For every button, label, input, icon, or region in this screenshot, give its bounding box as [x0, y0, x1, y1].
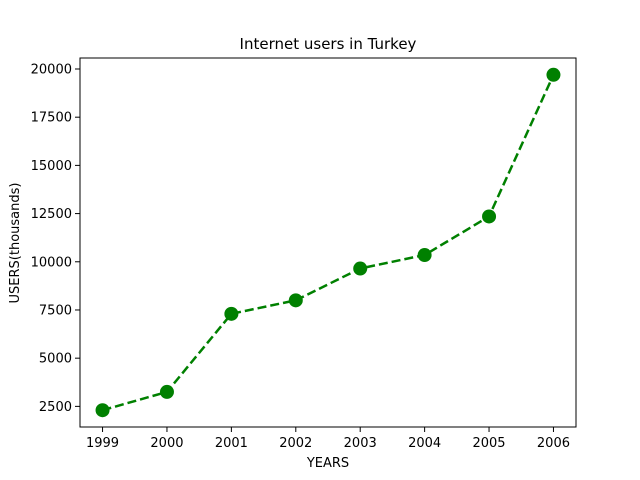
- x-tick-label: 2002: [279, 436, 312, 451]
- data-point: [417, 248, 432, 263]
- data-point: [546, 67, 561, 82]
- y-tick-label: 15000: [31, 159, 72, 174]
- x-tick-label: 2001: [215, 436, 248, 451]
- data-point: [482, 209, 497, 224]
- data-point: [288, 293, 303, 308]
- y-tick-label: 2500: [39, 400, 72, 415]
- y-tick-label: 17500: [31, 111, 72, 126]
- data-point: [95, 403, 110, 418]
- x-tick-label: 2004: [408, 436, 441, 451]
- data-point: [353, 261, 368, 276]
- x-tick-label: 2005: [472, 436, 505, 451]
- series-line: [102, 74, 555, 412]
- y-tick-label: 12500: [31, 207, 72, 222]
- y-tick-label: 7500: [39, 303, 72, 318]
- plot-frame: [79, 57, 577, 428]
- x-tick-label: 2003: [344, 436, 377, 451]
- x-tick-label: 2000: [150, 436, 183, 451]
- chart-title: Internet users in Turkey: [240, 35, 417, 53]
- series-layer: [95, 67, 561, 418]
- y-tick-label: 10000: [31, 255, 72, 270]
- y-axis: 2500 5000 7500 10000 12500 15000 17500 20000: [31, 62, 80, 415]
- data-point: [224, 306, 239, 321]
- x-tick-label: 2006: [537, 436, 570, 451]
- y-axis-label: USERS(thousands): [8, 183, 23, 304]
- x-axis-label: YEARS: [306, 456, 349, 471]
- y-tick-label: 5000: [39, 352, 72, 367]
- plot-area: [79, 57, 577, 428]
- x-tick-label: 1999: [86, 436, 119, 451]
- x-axis: 1999 2000 2001 2002 2003 2004 2005 2006: [86, 427, 570, 451]
- y-tick-label: 20000: [31, 62, 72, 77]
- data-point: [159, 384, 174, 399]
